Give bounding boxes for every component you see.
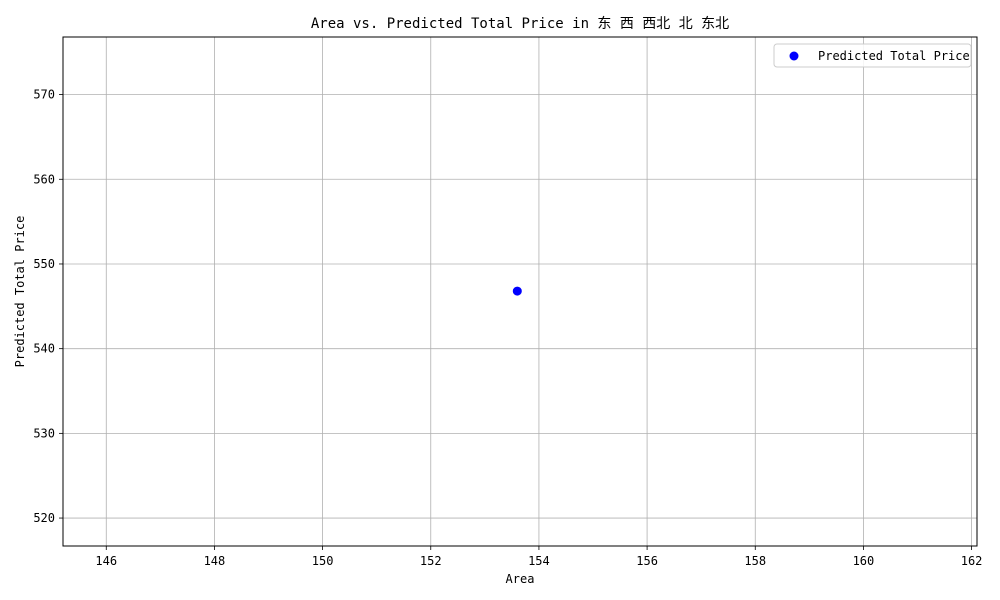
x-tick-label: 152 xyxy=(420,554,442,568)
y-tick-label: 570 xyxy=(33,88,55,102)
legend-marker xyxy=(789,51,799,61)
x-tick-label: 154 xyxy=(528,554,550,568)
x-axis-ticks: 146 148 150 152 154 156 158 160 162 xyxy=(95,546,982,568)
x-tick-label: 148 xyxy=(204,554,226,568)
legend-label: Predicted Total Price xyxy=(818,49,970,63)
scatter-point xyxy=(512,286,522,296)
x-tick-label: 158 xyxy=(744,554,766,568)
y-axis-ticks: 520 530 540 550 560 570 xyxy=(33,88,63,525)
x-tick-label: 156 xyxy=(636,554,658,568)
data-points xyxy=(512,286,522,296)
y-tick-label: 550 xyxy=(33,257,55,271)
x-tick-label: 146 xyxy=(95,554,117,568)
y-axis-label: Predicted Total Price xyxy=(13,216,27,368)
y-tick-label: 520 xyxy=(33,511,55,525)
x-tick-label: 150 xyxy=(312,554,334,568)
y-tick-label: 560 xyxy=(33,172,55,186)
legend-box xyxy=(773,43,972,68)
grid-lines xyxy=(63,37,977,546)
y-tick-label: 530 xyxy=(33,426,55,440)
x-tick-label: 160 xyxy=(853,554,875,568)
x-axis-label: Area xyxy=(506,572,535,586)
plot-area-frame xyxy=(62,36,978,547)
y-tick-label: 540 xyxy=(33,342,55,356)
chart-title: Area vs. Predicted Total Price in 东 西 西北… xyxy=(311,16,729,32)
x-tick-label: 162 xyxy=(961,554,983,568)
legend: Predicted Total Price xyxy=(773,43,972,68)
